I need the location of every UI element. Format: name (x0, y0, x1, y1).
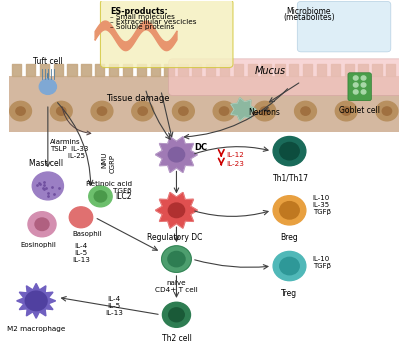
Text: IL-10
IL-35
TGFβ: IL-10 IL-35 TGFβ (313, 195, 331, 215)
Circle shape (172, 101, 194, 121)
Text: IL-4
IL-5
IL-13: IL-4 IL-5 IL-13 (105, 296, 123, 316)
Circle shape (280, 143, 299, 160)
Text: – Small molecules: – Small molecules (110, 14, 175, 20)
Text: Goblet cell: Goblet cell (339, 106, 380, 115)
Circle shape (361, 76, 366, 80)
Text: Th2 cell: Th2 cell (162, 334, 191, 343)
Text: Microbiome: Microbiome (287, 7, 331, 15)
Circle shape (39, 79, 56, 94)
Circle shape (354, 83, 358, 87)
Text: Regulatory DC: Regulatory DC (147, 233, 202, 242)
Circle shape (10, 101, 32, 121)
Circle shape (342, 107, 351, 115)
Circle shape (89, 186, 112, 207)
Text: M2 macrophage: M2 macrophage (7, 326, 65, 332)
Circle shape (32, 172, 64, 200)
Text: IL-4
IL-5
IL-13: IL-4 IL-5 IL-13 (72, 243, 90, 263)
Text: IL-12: IL-12 (226, 152, 244, 158)
Circle shape (16, 107, 25, 115)
FancyBboxPatch shape (348, 73, 371, 101)
Text: IL-10
TGFβ: IL-10 TGFβ (313, 256, 331, 269)
Circle shape (162, 302, 190, 327)
Circle shape (25, 291, 47, 311)
Circle shape (168, 203, 185, 218)
Circle shape (273, 137, 306, 166)
Circle shape (169, 308, 184, 322)
Polygon shape (17, 284, 56, 318)
Text: Breg: Breg (281, 233, 298, 242)
FancyBboxPatch shape (9, 76, 399, 132)
Circle shape (50, 101, 72, 121)
Circle shape (220, 107, 229, 115)
Circle shape (69, 207, 93, 228)
Text: Mast cell: Mast cell (29, 159, 63, 168)
Text: Basophil: Basophil (72, 231, 102, 237)
Circle shape (354, 90, 358, 94)
Circle shape (97, 107, 107, 115)
Circle shape (335, 101, 357, 121)
Circle shape (361, 90, 366, 94)
Text: Retinoic acid
TGFβ: Retinoic acid TGFβ (86, 181, 132, 194)
Text: NMU: NMU (101, 152, 107, 168)
Circle shape (91, 101, 113, 121)
FancyBboxPatch shape (169, 59, 400, 95)
Text: naive
CD4+ T cell: naive CD4+ T cell (155, 280, 198, 293)
Circle shape (35, 218, 49, 231)
Circle shape (179, 107, 188, 115)
Circle shape (138, 107, 147, 115)
Text: – Extracellular vescicles: – Extracellular vescicles (110, 19, 197, 25)
Circle shape (280, 201, 299, 219)
Circle shape (132, 101, 154, 121)
Circle shape (94, 191, 107, 202)
Text: ES-products:: ES-products: (110, 7, 168, 15)
Text: Neurons: Neurons (248, 108, 280, 117)
Text: (metabolites): (metabolites) (283, 13, 335, 21)
Circle shape (354, 76, 358, 80)
FancyBboxPatch shape (100, 0, 233, 67)
Text: Mucus: Mucus (254, 66, 286, 76)
Circle shape (168, 251, 185, 267)
Text: DC: DC (194, 143, 207, 152)
Circle shape (260, 107, 270, 115)
FancyBboxPatch shape (297, 1, 391, 52)
Circle shape (273, 196, 306, 225)
Polygon shape (231, 98, 256, 121)
Circle shape (376, 101, 398, 121)
Circle shape (361, 83, 366, 87)
Circle shape (301, 107, 310, 115)
Circle shape (254, 101, 276, 121)
Text: CGRP: CGRP (109, 154, 115, 173)
Circle shape (382, 107, 392, 115)
Text: IL-23: IL-23 (226, 161, 244, 167)
Circle shape (213, 101, 235, 121)
Text: ILC2: ILC2 (115, 192, 132, 201)
Text: Alarmins
TSLP  IL-33
        IL-25: Alarmins TSLP IL-33 IL-25 (50, 139, 88, 159)
Polygon shape (156, 192, 198, 228)
Text: Tuft cell: Tuft cell (33, 57, 63, 66)
Circle shape (56, 107, 66, 115)
Circle shape (162, 246, 191, 272)
Circle shape (273, 251, 306, 281)
Circle shape (168, 147, 185, 162)
Text: – Soluble proteins: – Soluble proteins (110, 24, 174, 30)
Text: Th1/Th17: Th1/Th17 (274, 174, 310, 183)
Polygon shape (156, 137, 198, 172)
Text: Treg: Treg (282, 289, 298, 298)
Text: Tissue damage: Tissue damage (106, 94, 169, 104)
Circle shape (280, 257, 299, 275)
Text: Eosinophil: Eosinophil (20, 242, 56, 249)
Circle shape (294, 101, 316, 121)
Circle shape (28, 212, 56, 237)
